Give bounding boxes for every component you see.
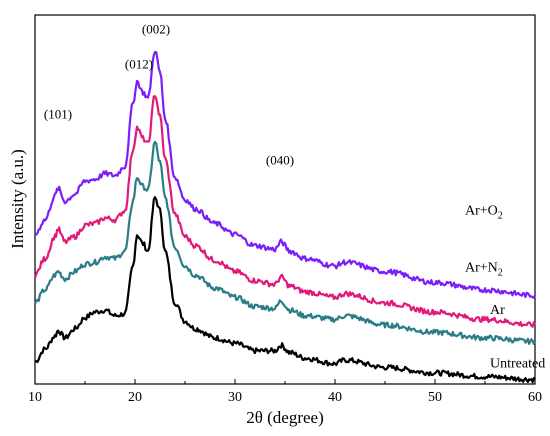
series-label-untreated: Untreated [490,356,545,371]
series-line-ar [34,140,536,345]
peak-label: (101) [44,106,72,121]
x-axis-label: 2θ (degree) [246,408,324,427]
ticks-layer: 10 20 30 40 50 60 [28,379,542,405]
peak-label: (040) [266,152,294,167]
x-tick-label: 20 [128,390,142,405]
x-tick-label: 10 [28,390,42,405]
plot-frame [34,14,536,385]
series-line-untreated [34,196,536,384]
y-axis-label: Intensity (a.u.) [8,149,27,249]
series-label-ar-o2: Ar+O2 [465,203,503,221]
series-line-ar-o2 [35,50,536,299]
series-label-ar: Ar [490,303,505,318]
annotation-layer: (101) (012) (002) (040) [44,21,294,167]
x-tick-label: 30 [228,390,242,405]
x-tick-label: 40 [328,390,342,405]
series-label-ar-n2: Ar+N2 [465,260,503,278]
peak-label: (012) [125,57,153,72]
peak-label: (002) [142,21,170,36]
series-layer: Untreated Ar Ar+N2 Ar+O2 [33,50,545,384]
x-tick-label: 50 [428,390,442,405]
series-line-ar-n2 [33,95,536,328]
x-tick-label: 60 [528,390,542,405]
